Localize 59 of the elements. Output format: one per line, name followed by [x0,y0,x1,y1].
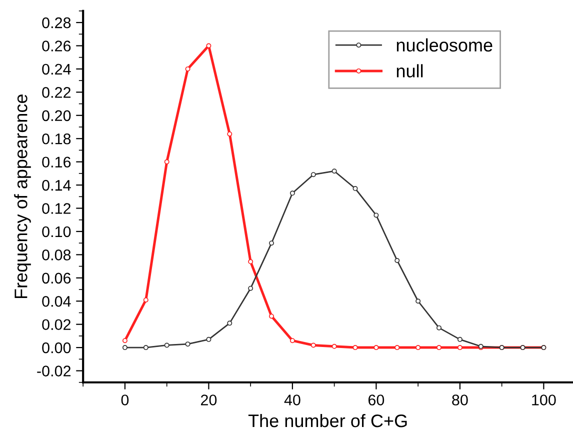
point [332,168,337,174]
y-tick-label: 0.06 [42,272,71,284]
y-tick-label: 0.26 [42,40,71,52]
x-tick-label: 40 [284,394,300,406]
y-tick-label: 0.28 [42,17,71,28]
point [436,325,442,330]
point [457,336,462,342]
point [185,66,190,72]
point [164,342,170,348]
point [290,338,295,344]
y-tick-label: 0.10 [42,226,71,238]
x-tick-label: 0 [121,394,129,406]
y-tick-label: 0.16 [42,156,71,168]
point [352,186,358,192]
point [185,342,190,347]
point [457,345,462,350]
y-tick-label: -0.02 [37,366,71,376]
point [206,336,212,342]
y-tick-label: 0.14 [42,180,71,191]
point [394,345,400,350]
x-tick-label: 20 [200,394,217,406]
point [143,297,148,302]
y-tick-label: 0.08 [42,250,71,260]
y-tick-label: 0.18 [42,133,71,144]
x-tick-label: 80 [452,394,468,406]
x-axis-title: The number of C+G [248,414,407,428]
y-tick-label: 0.24 [42,64,71,75]
x-tick-label: 100 [532,394,556,406]
y-tick-label: 0.12 [42,203,71,214]
point [227,131,232,136]
point [332,344,337,349]
y-axis-title: Frequency of appearence [14,94,31,298]
point [269,240,274,246]
point [248,259,254,264]
legend-label: nucleosome [396,38,492,52]
point [227,320,232,326]
x-tick-label: 60 [368,394,384,406]
point [290,190,295,196]
point [374,212,379,218]
y-tick-label: 0.02 [42,319,71,330]
point [352,345,358,350]
point [122,338,128,344]
point [122,345,128,350]
point [269,314,274,319]
point [416,298,421,304]
y-tick-label: 0.04 [42,296,71,307]
point [143,345,148,350]
y-tick-label: 0.20 [42,110,71,122]
point [164,159,170,164]
point [310,342,316,348]
point [248,286,254,291]
legend-label: null [396,64,423,78]
point [310,172,316,178]
point [436,345,442,350]
point [416,345,421,350]
y-tick-label: 0.22 [42,87,71,98]
point [394,258,400,263]
y-tick-label: 0.00 [42,342,71,354]
point [374,345,379,350]
